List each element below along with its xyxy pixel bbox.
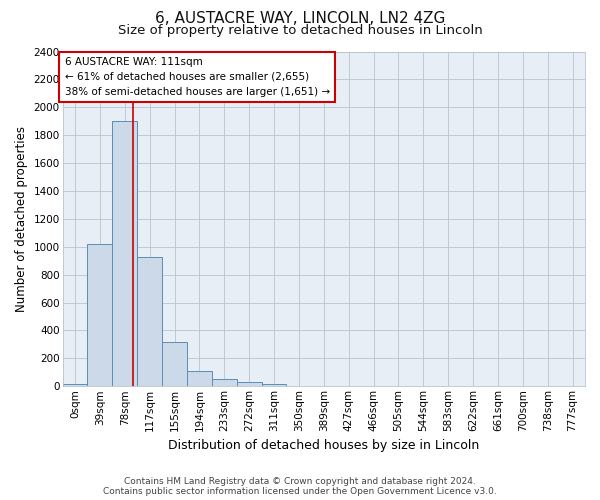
X-axis label: Distribution of detached houses by size in Lincoln: Distribution of detached houses by size … <box>168 440 479 452</box>
Bar <box>88 244 112 386</box>
Bar <box>162 342 187 386</box>
Text: Size of property relative to detached houses in Lincoln: Size of property relative to detached ho… <box>118 24 482 37</box>
Bar <box>237 382 262 386</box>
Y-axis label: Number of detached properties: Number of detached properties <box>15 126 28 312</box>
Bar <box>187 371 212 386</box>
Bar <box>62 384 88 386</box>
Text: Contains HM Land Registry data © Crown copyright and database right 2024.
Contai: Contains HM Land Registry data © Crown c… <box>103 476 497 496</box>
Bar <box>137 256 162 386</box>
Bar <box>212 379 237 386</box>
Bar <box>262 384 286 386</box>
Bar <box>112 120 137 386</box>
Text: 6, AUSTACRE WAY, LINCOLN, LN2 4ZG: 6, AUSTACRE WAY, LINCOLN, LN2 4ZG <box>155 11 445 26</box>
Text: 6 AUSTACRE WAY: 111sqm
← 61% of detached houses are smaller (2,655)
38% of semi-: 6 AUSTACRE WAY: 111sqm ← 61% of detached… <box>65 57 329 96</box>
